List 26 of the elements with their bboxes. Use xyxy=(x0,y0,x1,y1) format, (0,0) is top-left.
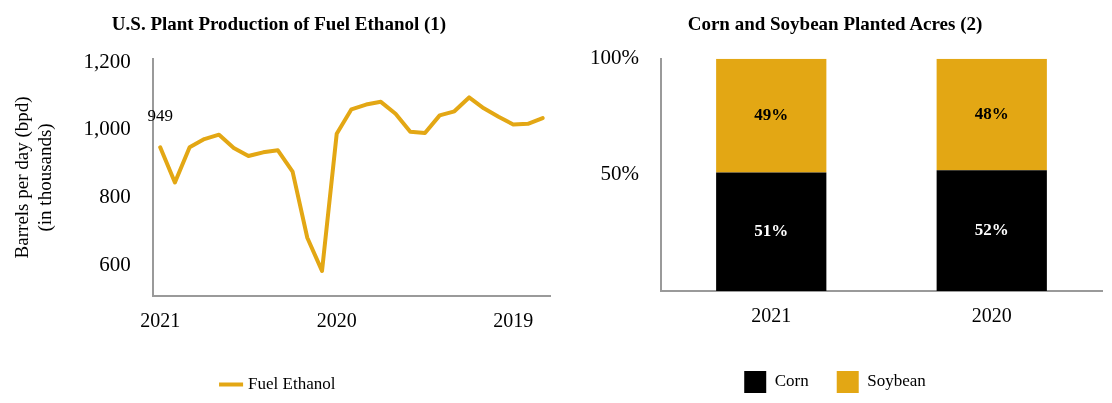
chart-title: U.S. Plant Production of Fuel Ethanol (1) xyxy=(111,13,447,36)
chart-title: Corn and Soybean Planted Acres (2) xyxy=(687,13,983,36)
bar xyxy=(716,58,827,173)
legend-label: Fuel Ethanol xyxy=(248,373,336,393)
data-label: 52% xyxy=(974,220,1009,240)
y-tick-label: 800 xyxy=(99,184,131,209)
x-tick-label: 2021 xyxy=(751,304,792,327)
x-tick-label: 2021 xyxy=(140,309,181,332)
x-tick-label: 2020 xyxy=(316,309,357,332)
y-tick-label: 100% xyxy=(589,45,639,70)
bar xyxy=(716,172,827,291)
y-tick-label: 1,000 xyxy=(83,116,131,141)
data-label: 49% xyxy=(754,105,789,125)
bar xyxy=(936,58,1047,171)
bar xyxy=(936,170,1047,291)
x-tick-label: 2020 xyxy=(971,304,1012,327)
y-tick-label: 1,200 xyxy=(83,48,131,73)
data-label: 949 xyxy=(147,106,173,126)
y-tick-label: 600 xyxy=(99,252,131,277)
data-label: 48% xyxy=(974,103,1009,123)
x-tick-label: 2019 xyxy=(493,309,534,332)
y-tick-label: 50% xyxy=(600,161,639,186)
y-axis-title: Barrels per day (bpd) (in thousands) xyxy=(11,96,57,259)
data-label: 51% xyxy=(754,221,789,241)
legend-label: Corn xyxy=(774,371,810,391)
legend-label: Soybean xyxy=(867,371,927,391)
